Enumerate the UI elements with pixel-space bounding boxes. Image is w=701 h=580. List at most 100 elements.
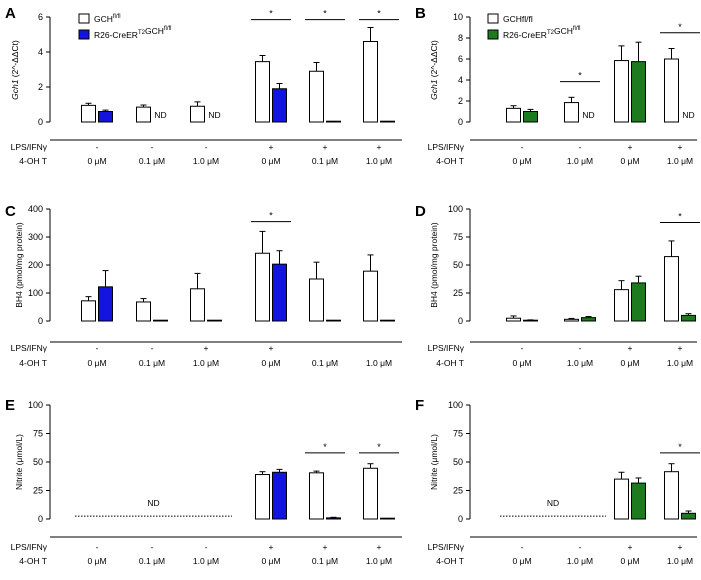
- y-tick-label: 0: [38, 316, 43, 326]
- y-axis-label-gene: Gch1: [10, 79, 20, 100]
- nd-label: ND: [154, 110, 166, 120]
- bar-control: [81, 300, 96, 322]
- panel-e: E 0 25 50 75 100 Nitrite (μmol/L) ND * * LPS/IFNγ 4…: [5, 397, 402, 566]
- y-tick-label: 0: [458, 514, 463, 524]
- row-label-4oht: 4-OH T: [19, 556, 47, 566]
- bar-control: [614, 60, 629, 123]
- row-value-lps: +: [377, 142, 382, 152]
- legend-swatch: [487, 29, 499, 40]
- bar-control: [506, 317, 521, 322]
- bar-control: [614, 478, 629, 520]
- legend-superscript: fl/fl: [573, 26, 581, 32]
- row-value-lps: -: [96, 343, 99, 353]
- bar-knockout: [681, 314, 696, 322]
- y-tick-label: 200: [28, 260, 43, 270]
- y-axis-label: BH4 (pmol/mg protein): [429, 222, 439, 308]
- row-value-lps: -: [96, 542, 99, 552]
- significance-star: *: [578, 71, 582, 81]
- y-tick-label: 50: [453, 457, 463, 467]
- legend-text: GCH: [554, 26, 573, 36]
- row-value-4oht: 0 μM: [512, 358, 531, 368]
- bar-control: [136, 301, 151, 322]
- row-value-4oht: 0.1 μM: [312, 156, 338, 166]
- row-value-4oht: 0.1 μM: [312, 556, 338, 566]
- row-value-4oht: 0.1 μM: [139, 156, 165, 166]
- row-value-4oht: 0 μM: [261, 156, 280, 166]
- nd-label: ND: [147, 498, 159, 508]
- row-label-4oht: 4-OH T: [436, 358, 464, 368]
- bar-knockout: [272, 263, 287, 322]
- row-value-lps: +: [377, 542, 382, 552]
- y-axis-label: Gch1 (2^-ΔΔCt): [10, 40, 20, 100]
- y-tick-label: 75: [453, 232, 463, 242]
- row-value-4oht: 1.0 μM: [667, 556, 693, 566]
- panel-c: C 0 100 200 300 400 BH4 (pmol/mg protein) * LPS/…: [5, 203, 402, 368]
- row-value-4oht: 0 μM: [87, 156, 106, 166]
- significance-star: *: [269, 9, 273, 19]
- row-value-4oht: 0 μM: [261, 358, 280, 368]
- panel-letter: C: [5, 203, 16, 220]
- panel-a: A 0 2 4 6 Gch1 (2^-ΔΔCt) ND ND * * * LPS/IFNγ 4-OH T…: [5, 5, 402, 166]
- row-value-4oht: 1.0 μM: [193, 358, 219, 368]
- row-value-4oht: 0.1 μM: [312, 358, 338, 368]
- row-value-4oht: 0 μM: [261, 556, 280, 566]
- y-tick-label: 4: [458, 75, 463, 85]
- y-tick-label: 50: [453, 260, 463, 270]
- panel-letter: A: [5, 5, 16, 22]
- bar-control: [255, 252, 270, 322]
- row-value-4oht: 1.0 μM: [193, 556, 219, 566]
- row-value-4oht: 0 μM: [87, 358, 106, 368]
- bar-knockout: [153, 319, 168, 322]
- y-tick-label: 100: [448, 204, 463, 214]
- row-label-lps: LPS/IFNγ: [428, 542, 465, 552]
- bar-control: [255, 474, 270, 520]
- legend-text: GCHfl/fl: [503, 14, 533, 24]
- bar-control: [564, 102, 579, 123]
- legend-superscript: T2: [138, 30, 146, 36]
- row-value-4oht: 0 μM: [87, 556, 106, 566]
- y-axis-label-gene: Gch1: [429, 79, 439, 100]
- row-value-lps: -: [579, 142, 582, 152]
- bar-knockout: [523, 111, 538, 123]
- bar-knockout: [380, 517, 395, 520]
- row-value-4oht: 1.0 μM: [193, 156, 219, 166]
- bar-control: [664, 256, 679, 322]
- row-value-lps: -: [521, 142, 524, 152]
- row-label-4oht: 4-OH T: [436, 156, 464, 166]
- significance-star: *: [377, 9, 381, 19]
- legend-text: GCH: [145, 26, 164, 36]
- row-label-lps: LPS/IFNγ: [11, 343, 48, 353]
- panel-letter: B: [415, 5, 426, 22]
- legend-label: GCHfl/fl: [94, 14, 121, 24]
- y-axis-label: BH4 (pmol/mg protein): [14, 222, 24, 308]
- bar-knockout: [380, 319, 395, 322]
- y-axis-label: Nitrite (μmol/L): [429, 434, 439, 490]
- bar-control: [255, 61, 270, 123]
- bar-knockout: [98, 111, 113, 123]
- legend-text: GCH: [94, 14, 113, 24]
- y-tick-label: 100: [28, 400, 43, 410]
- y-axis-label-unit: (2^-ΔΔCt): [429, 40, 439, 80]
- bar-knockout: [581, 317, 596, 322]
- row-label-4oht: 4-OH T: [19, 358, 47, 368]
- row-value-4oht: 1.0 μM: [567, 556, 593, 566]
- bar-knockout: [272, 88, 287, 123]
- row-label-4oht: 4-OH T: [19, 156, 47, 166]
- row-value-4oht: 0 μM: [512, 156, 531, 166]
- row-label-lps: LPS/IFNγ: [11, 542, 48, 552]
- row-value-lps: +: [628, 343, 633, 353]
- row-value-4oht: 0 μM: [512, 556, 531, 566]
- row-value-lps: +: [678, 542, 683, 552]
- y-axis-label: Nitrite (μmol/L): [14, 434, 24, 490]
- bar-knockout: [326, 120, 341, 123]
- row-value-lps: +: [204, 343, 209, 353]
- y-tick-label: 300: [28, 232, 43, 242]
- row-value-lps: +: [678, 343, 683, 353]
- bar-control: [664, 58, 679, 123]
- bar-control: [363, 467, 378, 520]
- row-value-lps: +: [269, 343, 274, 353]
- y-tick-label: 0: [458, 316, 463, 326]
- row-value-4oht: 1.0 μM: [567, 156, 593, 166]
- legend-superscript: fl/fl: [113, 14, 121, 20]
- nd-label: ND: [547, 498, 559, 508]
